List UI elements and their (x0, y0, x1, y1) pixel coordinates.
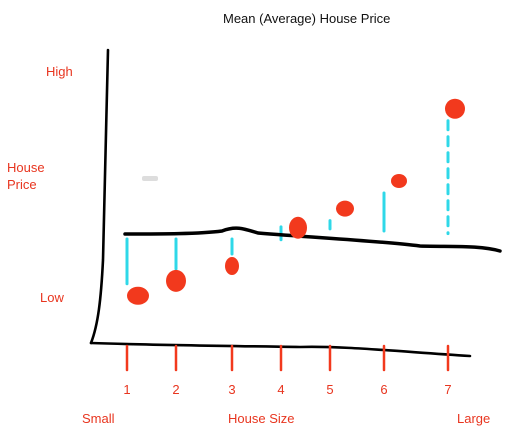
y-axis-label: House Price (7, 160, 45, 192)
y-high-label: High (46, 64, 73, 79)
data-point-3 (225, 257, 239, 275)
x-tick-label-3: 3 (228, 382, 235, 397)
residual-lines (125, 119, 450, 286)
data-point-6 (391, 174, 407, 188)
x-ticks (125, 344, 450, 372)
x-tick-label-4: 4 (277, 382, 284, 397)
x-small-label: Small (82, 411, 115, 426)
data-point-1 (127, 286, 149, 305)
y-axis (89, 48, 110, 345)
x-axis (89, 341, 472, 358)
x-tick-label-2: 2 (172, 382, 179, 397)
data-points (127, 98, 465, 305)
stray-mark (142, 176, 158, 181)
data-point-5 (336, 200, 354, 217)
mean-line (123, 226, 502, 253)
y-low-label: Low (40, 290, 64, 305)
x-large-label: Large (457, 411, 491, 426)
data-point-7 (445, 98, 465, 119)
x-axis-label: House Size (228, 411, 295, 426)
data-point-4 (289, 216, 307, 239)
x-tick-label-5: 5 (326, 382, 333, 397)
data-point-2 (166, 269, 186, 292)
x-tick-label-6: 6 (380, 382, 387, 397)
x-tick-label-1: 1 (123, 382, 130, 397)
chart-title: Mean (Average) House Price (223, 11, 391, 26)
x-tick-label-7: 7 (444, 382, 451, 397)
x-tick-labels: 1 2 3 4 5 6 7 (123, 382, 451, 397)
